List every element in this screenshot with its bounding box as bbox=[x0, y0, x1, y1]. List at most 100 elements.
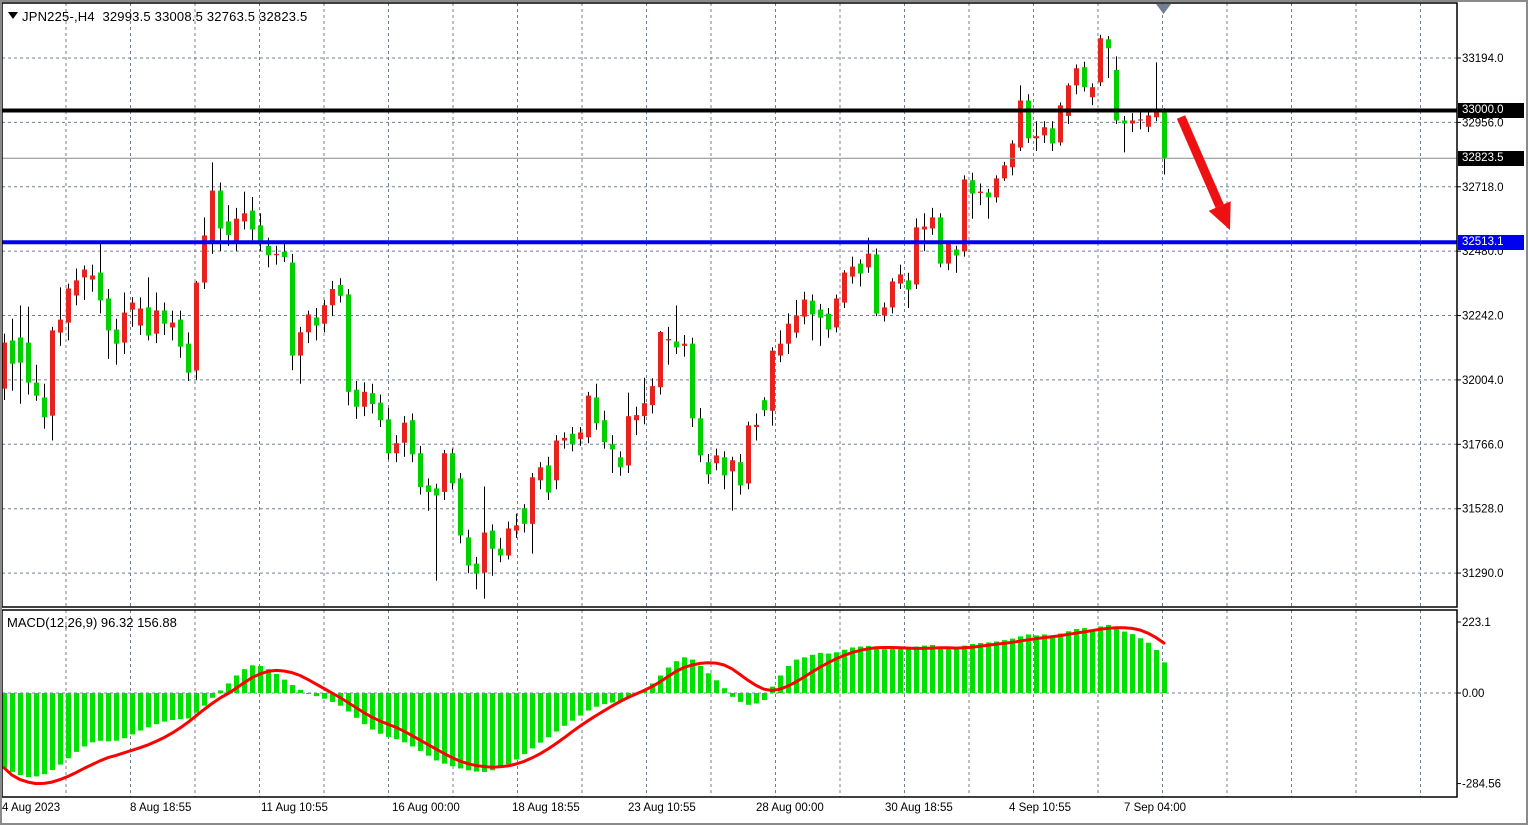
macd-histogram-bar bbox=[298, 689, 303, 693]
macd-histogram-bar bbox=[826, 653, 831, 693]
macd-histogram-bar bbox=[914, 646, 919, 693]
macd-histogram-bar bbox=[434, 693, 439, 761]
macd-histogram-bar bbox=[746, 693, 751, 705]
macd-histogram-bar bbox=[154, 693, 159, 725]
bull-candle-body bbox=[274, 253, 279, 256]
macd-histogram-bar bbox=[450, 693, 455, 767]
symbol-dropdown-icon[interactable] bbox=[8, 12, 18, 19]
bull-candle-body bbox=[946, 242, 951, 264]
bull-candle-body bbox=[82, 269, 87, 278]
bear-candle-body bbox=[186, 343, 191, 373]
bull-candle-body bbox=[122, 312, 127, 343]
bull-candle-body bbox=[1138, 119, 1143, 121]
macd-histogram-bar bbox=[554, 693, 559, 732]
macd-histogram-bar bbox=[218, 690, 223, 693]
bear-candle-body bbox=[106, 298, 111, 331]
macd-signal-line bbox=[2, 626, 1166, 786]
bear-candle-body bbox=[282, 251, 287, 258]
bear-candle-body bbox=[290, 262, 295, 356]
macd-histogram-bar bbox=[282, 679, 287, 693]
macd-histogram-bar bbox=[762, 693, 767, 701]
price-axis-label: 31528.0 bbox=[1462, 504, 1504, 516]
bull-candle-body bbox=[794, 315, 799, 333]
bull-candle-body bbox=[666, 339, 671, 341]
bear-candle-body bbox=[114, 329, 119, 344]
macd-histogram-bar bbox=[586, 693, 591, 711]
bear-candle-body bbox=[1082, 67, 1087, 88]
bull-candle-body bbox=[1074, 68, 1079, 86]
bull-candle-body bbox=[1034, 136, 1039, 139]
time-axis-label: 4 Sep 10:55 bbox=[1009, 802, 1072, 814]
bull-candle-body bbox=[834, 298, 839, 328]
bear-candle-body bbox=[1026, 100, 1031, 139]
bear-candle-body bbox=[874, 254, 879, 314]
bear-candle-body bbox=[490, 530, 495, 549]
macd-histogram-bar bbox=[410, 693, 415, 747]
macd-histogram-bar bbox=[1098, 626, 1103, 693]
bull-candle-body bbox=[586, 395, 591, 438]
macd-histogram-bar bbox=[626, 693, 631, 698]
bear-candle-body bbox=[826, 313, 831, 330]
macd-histogram-bar bbox=[906, 648, 911, 693]
macd-histogram-bar bbox=[538, 693, 543, 743]
bear-candle-body bbox=[546, 465, 551, 493]
macd-histogram-bar bbox=[930, 644, 935, 693]
bear-candle-body bbox=[378, 402, 383, 421]
bull-candle-body bbox=[650, 386, 655, 406]
bear-candle-body bbox=[26, 342, 31, 383]
bull-candle-body bbox=[658, 332, 663, 388]
bull-candle-body bbox=[1154, 109, 1159, 118]
bull-candle-body bbox=[298, 332, 303, 356]
macd-histogram-bar bbox=[506, 693, 511, 765]
bear-candle-body bbox=[1050, 128, 1055, 144]
macd-histogram-bar bbox=[1034, 635, 1039, 693]
macd-histogram-bar bbox=[978, 643, 983, 693]
bull-candle-body bbox=[170, 322, 175, 328]
macd-histogram-bar bbox=[66, 693, 71, 759]
macd-histogram-bar bbox=[514, 693, 519, 760]
macd-histogram-bar bbox=[354, 693, 359, 718]
macd-histogram-bar bbox=[162, 693, 167, 722]
macd-histogram-bar bbox=[146, 693, 151, 728]
macd-histogram-bar bbox=[810, 654, 815, 693]
bear-candle-body bbox=[810, 300, 815, 315]
bull-candle-body bbox=[66, 288, 71, 323]
macd-histogram-bar bbox=[858, 646, 863, 693]
time-axis-label: 18 Aug 18:55 bbox=[512, 802, 580, 814]
bull-candle-body bbox=[234, 218, 239, 244]
bull-candle-body bbox=[842, 272, 847, 303]
bear-candle-body bbox=[434, 488, 439, 496]
bear-candle-body bbox=[762, 400, 767, 411]
macd-histogram-bar bbox=[498, 693, 503, 768]
macd-histogram-bar bbox=[530, 693, 535, 749]
macd-histogram-bar bbox=[474, 693, 479, 772]
macd-histogram-bar bbox=[138, 693, 143, 731]
time-axis-label: 30 Aug 18:55 bbox=[885, 802, 953, 814]
macd-histogram-bar bbox=[114, 693, 119, 741]
macd-histogram-bar bbox=[818, 652, 823, 693]
bear-candle-body bbox=[346, 294, 351, 392]
macd-histogram-bar bbox=[794, 659, 799, 693]
scroll-end-marker-icon[interactable] bbox=[1156, 4, 1171, 14]
macd-histogram-bar bbox=[1122, 631, 1127, 693]
bear-candle-body bbox=[314, 317, 319, 326]
macd-histogram-bar bbox=[106, 693, 111, 742]
macd-histogram-bar bbox=[850, 647, 855, 693]
macd-histogram-layer bbox=[2, 624, 1167, 778]
bear-candle-body bbox=[498, 548, 503, 556]
macd-histogram-bar bbox=[362, 693, 367, 725]
bear-candle-body bbox=[410, 420, 415, 455]
bull-candle-body bbox=[562, 437, 567, 441]
bear-candle-body bbox=[426, 485, 431, 492]
bull-candle-body bbox=[978, 191, 983, 193]
time-axis-label: 11 Aug 10:55 bbox=[261, 802, 328, 814]
macd-histogram-bar bbox=[122, 693, 127, 739]
price-axis-label: 32956.0 bbox=[1462, 117, 1504, 129]
bull-candle-body bbox=[2, 342, 7, 389]
bull-candle-body bbox=[1066, 85, 1071, 116]
macd-histogram-bar bbox=[594, 693, 599, 707]
time-axis[interactable]: 4 Aug 2023 8 Aug 18:55 11 Aug 10:55 16 Aug … bbox=[0, 801, 1456, 821]
bear-candle-body bbox=[970, 180, 975, 194]
macd-histogram-bar bbox=[610, 693, 615, 703]
